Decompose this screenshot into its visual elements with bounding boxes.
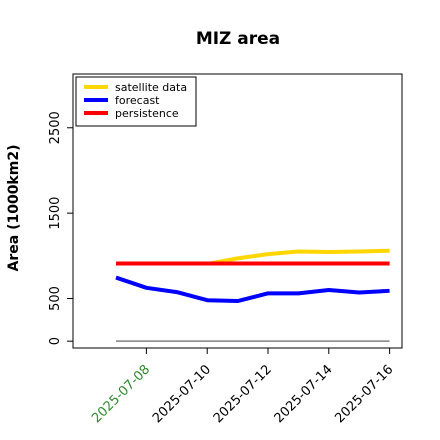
y-tick-label-500: 500: [48, 286, 63, 311]
x-tick-label-2025-07-10: 2025-07-10: [150, 362, 214, 426]
series-layer: [115, 248, 390, 342]
x-tick-label-2025-07-16: 2025-07-16: [332, 362, 396, 426]
y-axis-label: Area (1000km2): [6, 145, 22, 272]
y-tick-label-2500: 2500: [48, 111, 63, 144]
x-axis: 2025-07-082025-07-102025-07-122025-07-14…: [89, 348, 396, 426]
series-line-forecast: [115, 275, 390, 304]
x-tick-label-2025-07-12: 2025-07-12: [211, 362, 275, 426]
legend: satellite data forecast persistence: [75, 76, 197, 127]
chart-title: MIZ area: [196, 29, 280, 49]
y-axis: 0 500 1500 2500: [48, 111, 73, 345]
series-line-satellite-data: [206, 248, 390, 266]
y-tick-label-1500: 1500: [48, 197, 63, 230]
legend-label-persistence: persistence: [115, 107, 179, 120]
plot-area: [72, 73, 403, 349]
legend-label-forecast: forecast: [115, 94, 160, 107]
legend-label-satellite: satellite data: [115, 81, 187, 94]
x-tick-label-2025-07-08: 2025-07-08: [89, 362, 153, 426]
y-tick-label-0: 0: [48, 337, 63, 345]
x-tick-label-2025-07-14: 2025-07-14: [272, 362, 336, 426]
